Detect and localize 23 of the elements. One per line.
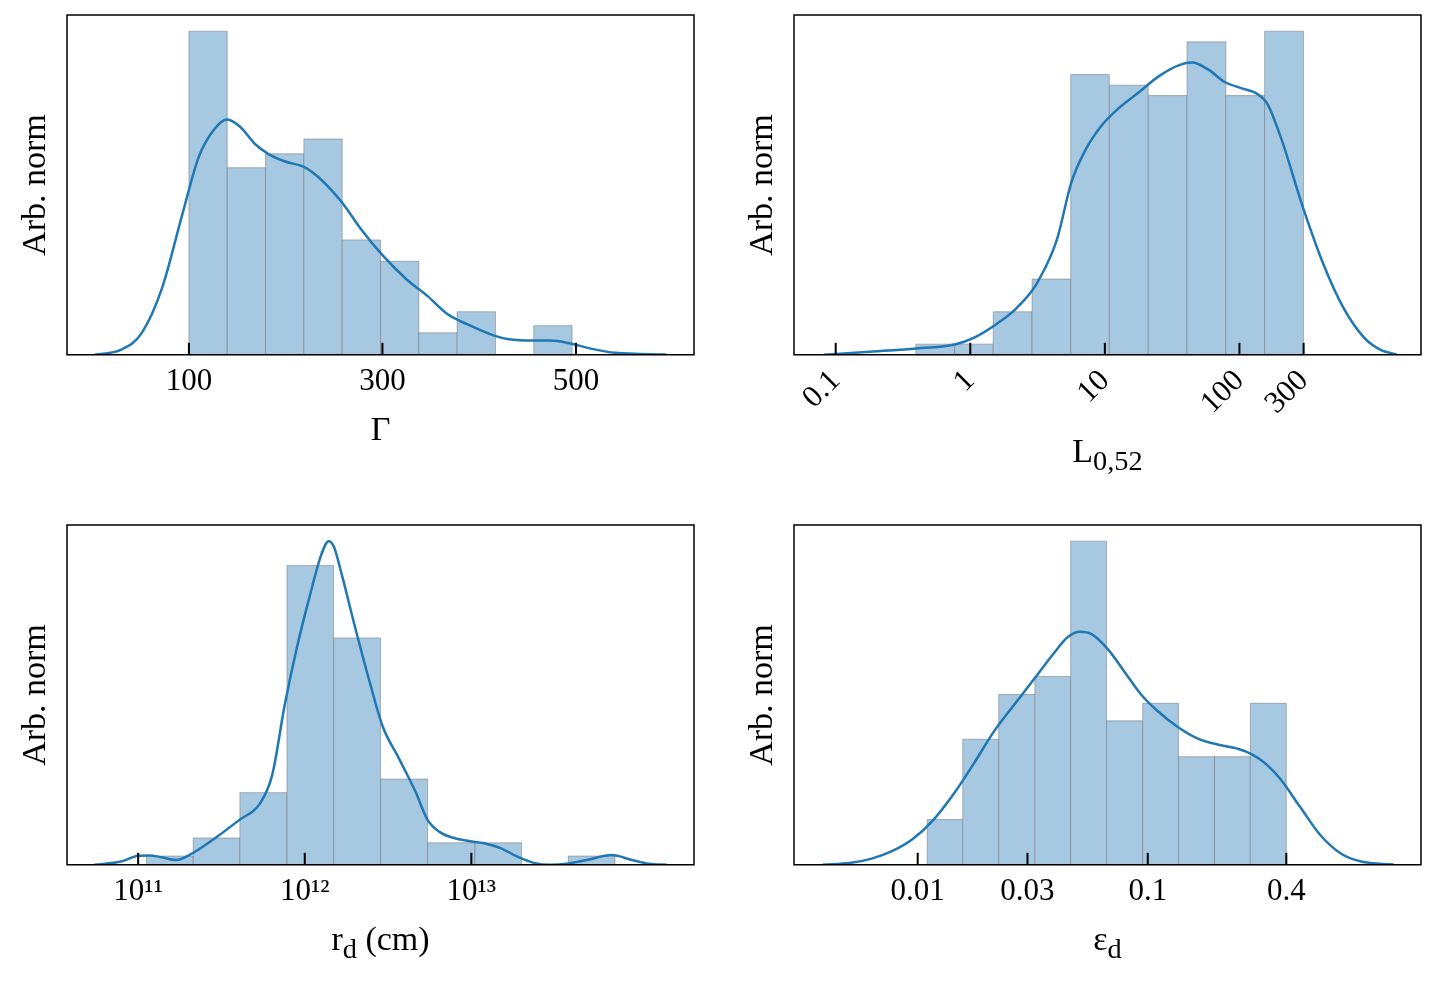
x-tick-label: 300: [1256, 361, 1315, 420]
x-tick-label: 10¹²: [279, 871, 330, 907]
x-tick-label: 100: [165, 361, 213, 397]
x-axis-title: L$_{0,52}$: [1072, 432, 1143, 477]
x-tick-label: 0.01: [890, 871, 945, 907]
x-axis-title: ε$_{d}$: [1093, 920, 1122, 965]
y-axis-title: Arb. norm: [742, 114, 780, 256]
x-tick-label: 10¹¹: [113, 871, 163, 907]
x-tick-label: 100: [1192, 361, 1251, 420]
x-tick-label: 0.1: [1128, 871, 1168, 907]
y-axis-title: Arb. norm: [15, 624, 53, 766]
y-axis-title: Arb. norm: [742, 624, 780, 766]
x-tick-label: 300: [359, 361, 406, 397]
x-axis-title: Γ: [370, 410, 391, 448]
x-tick-label: 10¹³: [446, 871, 497, 907]
x-axis-title: r$_{d}$ (cm): [331, 920, 430, 965]
x-tick-label: 0.03: [1000, 871, 1055, 907]
y-axis-title: Arb. norm: [15, 114, 53, 256]
x-tick-label: 0.1: [794, 361, 847, 415]
x-tick-label: 10: [1068, 361, 1116, 409]
x-tick-label: 0.4: [1266, 871, 1307, 907]
x-tick-label: 1: [945, 361, 981, 398]
x-tick-label: 500: [552, 361, 600, 397]
